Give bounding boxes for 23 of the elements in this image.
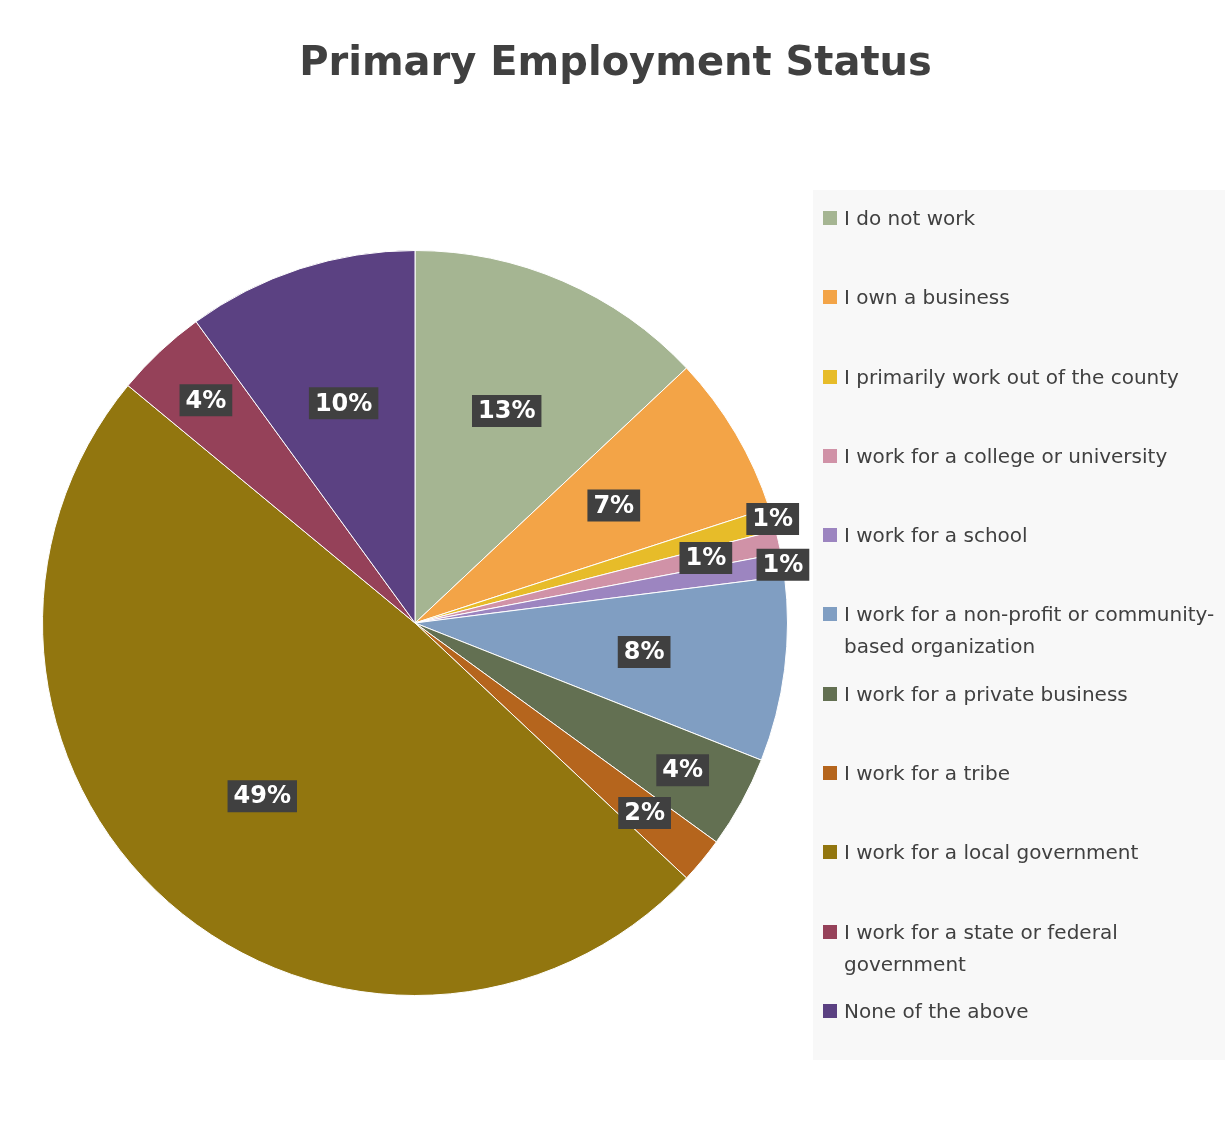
data-label: 49% (233, 781, 291, 810)
data-label: 8% (623, 637, 665, 666)
data-label: 10% (314, 388, 373, 417)
data-label: 4% (185, 385, 227, 414)
legend-label: I work for a private business (844, 680, 1128, 708)
legend-label: I work for a tribe (844, 760, 1011, 788)
data-label: 1% (752, 504, 794, 533)
data-label: 2% (624, 798, 665, 827)
legend-label: I work for a school (844, 522, 1028, 550)
data-label: 1% (762, 549, 804, 578)
legend-label: None of the above (844, 997, 1029, 1025)
legend-label: I primarily work out of the county (844, 363, 1179, 391)
chart-title: Primary Employment Status (298, 38, 933, 84)
legend-label: I work for a state or federal government (844, 918, 1119, 978)
data-label: 13% (477, 396, 536, 425)
legend-label: I work for a local government (844, 839, 1139, 867)
legend-label: I work for a college or university (844, 442, 1168, 470)
legend-label: I own a business (844, 284, 1010, 312)
data-label: 4% (662, 755, 704, 784)
data-label: 7% (593, 490, 635, 519)
legend-label: I work for a non-profit or community-based organization (844, 601, 1215, 661)
legend-label: I do not work (844, 205, 976, 232)
data-label: 1% (685, 543, 727, 572)
